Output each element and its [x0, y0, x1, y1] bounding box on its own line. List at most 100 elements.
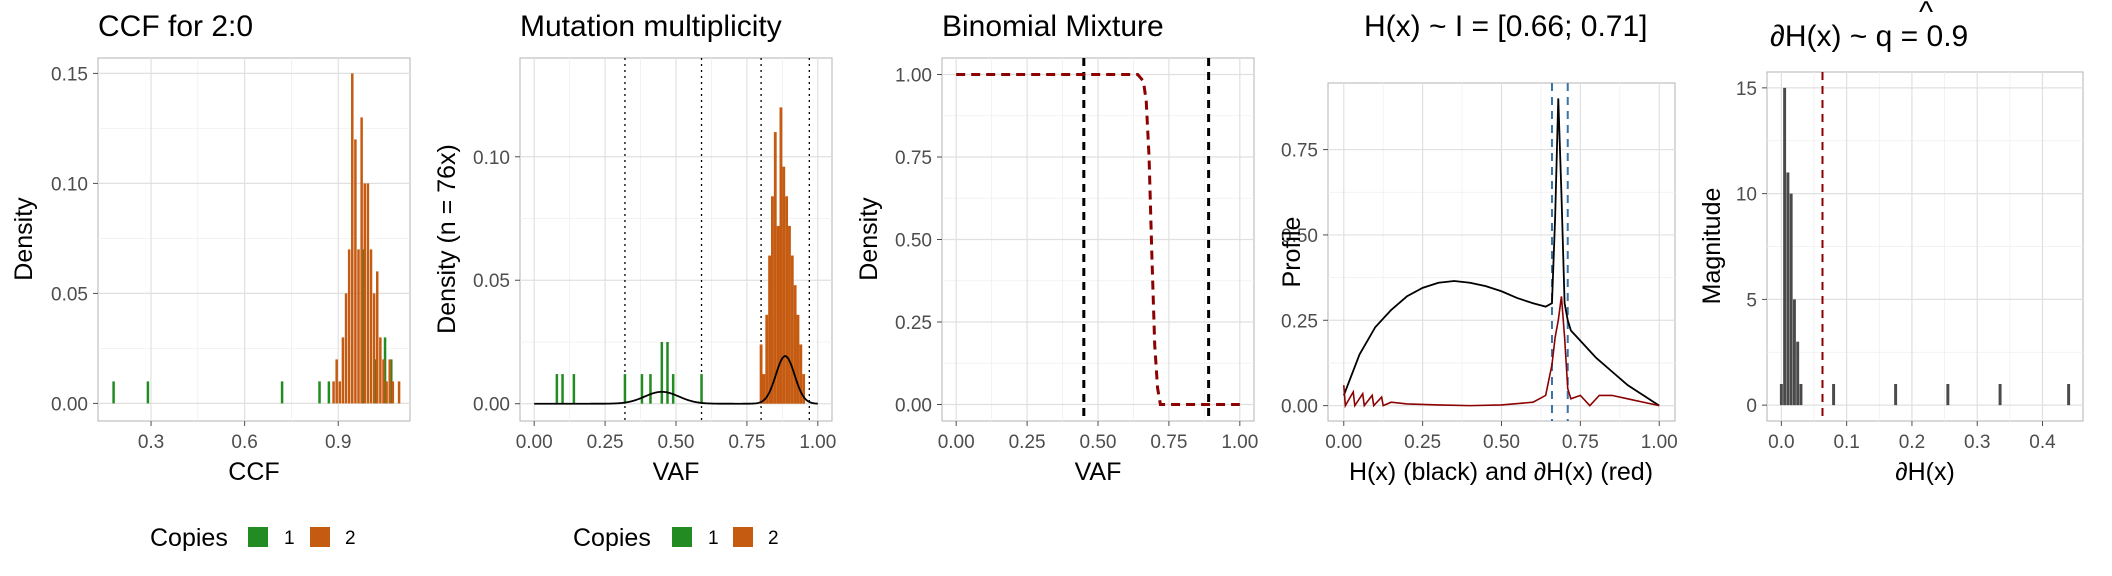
bar: [555, 374, 559, 404]
bar: [354, 139, 357, 404]
bar: [1789, 193, 1793, 406]
bar: [382, 359, 385, 404]
legend-title: Copies: [573, 524, 651, 552]
bar: [788, 225, 791, 404]
x-axis-title: H(x) (black) and ∂H(x) (red): [1349, 458, 1653, 486]
bar: [112, 381, 115, 404]
x-tick-label: 0.3: [1964, 432, 1990, 453]
grid: [93, 58, 410, 426]
x-tick-label: 0.50: [658, 432, 695, 453]
bar: [782, 166, 786, 404]
bar: [363, 183, 367, 404]
panel-h-profile: H(x) ~ I = [0.66; 0.71] 0.00 0.25 0.50 0.75…: [1278, 10, 1678, 486]
y-tick-label: 1.00: [895, 66, 932, 87]
data-layer: [1342, 83, 1660, 421]
panel-dh-magnitude: ∂H(x) ~ q = 0.9 ^ 0 5 10 15 0.0 0.1 0.2 0.3 0.4…: [1698, 0, 2084, 486]
bar: [572, 374, 576, 404]
bar: [796, 314, 800, 404]
bar: [765, 314, 769, 404]
y-tick-label: 0.05: [473, 271, 510, 292]
bar: [660, 341, 664, 404]
bar: [799, 344, 803, 404]
y-tick-label: 0.10: [473, 148, 510, 169]
bar: [762, 374, 766, 404]
y-tick-labels: 0 5 10 15: [1736, 79, 1757, 417]
y-tick-label: 0.05: [51, 284, 88, 305]
bar: [779, 107, 783, 404]
x-tick-label: 1.00: [799, 432, 836, 453]
bar: [666, 341, 669, 404]
x-axis-title: ∂H(x): [1895, 458, 1955, 486]
bar: [388, 359, 391, 404]
y-tick-label: 0.15: [51, 64, 88, 85]
bar: [332, 381, 335, 404]
y-tick-label: 10: [1736, 185, 1757, 206]
bar: [759, 344, 763, 404]
x-axis-title: VAF: [653, 458, 700, 486]
bar: [793, 285, 797, 404]
bar: [360, 117, 363, 404]
x-tick-label: 0.75: [1150, 432, 1187, 453]
data-layer: [534, 58, 818, 421]
series-line: [1342, 296, 1660, 409]
y-tick-label: 15: [1736, 79, 1757, 100]
bar: [146, 381, 150, 404]
y-tick-labels: 0.00 0.25 0.50 0.75 1.00: [895, 66, 932, 417]
bar: [1799, 383, 1803, 406]
bar: [335, 359, 338, 404]
legend: Copies 1 2: [573, 524, 779, 552]
x-tick-label: 0.3: [138, 432, 164, 453]
x-tick-label: 0.9: [325, 432, 351, 453]
panel-title: Binomial Mixture: [942, 10, 1164, 43]
bar: [397, 381, 401, 404]
x-tick-label: 1.00: [1641, 432, 1678, 453]
bar: [623, 374, 627, 404]
y-axis-title: Density: [10, 197, 38, 281]
bar: [379, 337, 382, 404]
bar: [649, 374, 652, 404]
y-tick-label: 0.10: [51, 174, 88, 195]
x-tick-label: 0.6: [231, 432, 257, 453]
legend-title: Copies: [150, 524, 228, 552]
legend-label-1: 1: [284, 528, 295, 549]
y-axis-title: Density: [855, 197, 883, 281]
bar: [1792, 299, 1796, 406]
bar: [785, 196, 789, 404]
bar: [351, 73, 354, 404]
series-line: [956, 73, 1240, 406]
x-tick-labels: 0.00 0.25 0.50 0.75 1.00: [938, 432, 1259, 453]
bar: [776, 225, 780, 404]
x-tick-label: 0.75: [1562, 432, 1599, 453]
bar: [561, 374, 564, 404]
legend-swatch-2: [310, 527, 330, 547]
bar: [790, 255, 794, 404]
bar: [2067, 383, 2071, 406]
legend-label-2: 2: [768, 528, 779, 549]
x-tick-label: 0.25: [1404, 432, 1441, 453]
y-tick-label: 0.25: [1281, 311, 1318, 332]
bar: [369, 249, 373, 404]
bar: [1894, 383, 1898, 406]
bar: [671, 374, 675, 404]
x-tick-label: 0.1: [1833, 432, 1859, 453]
y-axis-title: Density (n = 76x): [433, 144, 461, 334]
bar: [347, 249, 351, 404]
y-tick-labels: 0.00 0.25 0.50 0.75: [1281, 141, 1318, 418]
x-tick-label: 0.00: [938, 432, 975, 453]
grid: [1762, 72, 2083, 426]
y-tick-label: 5: [1746, 290, 1757, 311]
x-tick-labels: 0.3 0.6 0.9: [138, 432, 352, 453]
bar: [1783, 87, 1787, 406]
bar: [390, 359, 393, 404]
bar: [1946, 383, 1950, 406]
y-tick-label: 0.00: [895, 396, 932, 417]
legend-swatch-2: [733, 527, 753, 547]
series-line: [1342, 98, 1660, 407]
y-tick-label: 0.75: [895, 148, 932, 169]
panel-mutation-multiplicity: Mutation multiplicity 0.000.050.10 0.00 0…: [433, 10, 836, 552]
q-hat-mark: ^: [1919, 0, 1933, 29]
bar: [700, 374, 703, 404]
bar: [372, 293, 376, 404]
x-tick-label: 1.00: [1221, 432, 1258, 453]
